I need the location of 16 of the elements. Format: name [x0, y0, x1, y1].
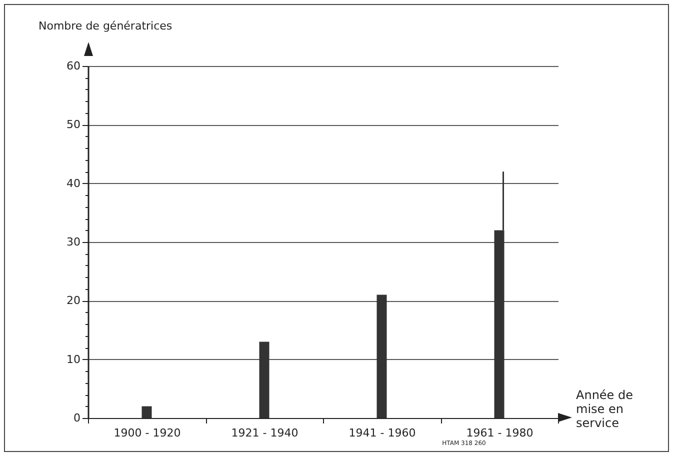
y-axis-title: Nombre de génératrices [38, 20, 172, 32]
y-tick-label: 40 [66, 176, 80, 190]
x-tick-label: 1900 - 1920 [114, 426, 181, 440]
bar [376, 294, 387, 418]
bar [142, 406, 152, 418]
x-tick-label: 1961 - 1980 [466, 426, 534, 440]
x-tick-label: 1921 - 1940 [231, 426, 298, 440]
y-tick-label: 0 [74, 412, 80, 424]
x-tick-label: 1941 - 1960 [348, 426, 416, 440]
bar [259, 342, 270, 418]
x-axis-title: Année de mise en service [576, 388, 633, 430]
y-tick-label: 30 [66, 236, 80, 248]
y-tick-label: 10 [66, 352, 80, 366]
y-tick-label: 60 [66, 60, 80, 72]
y-tick-label: 50 [66, 118, 80, 132]
y-tick-label: 20 [66, 294, 80, 308]
